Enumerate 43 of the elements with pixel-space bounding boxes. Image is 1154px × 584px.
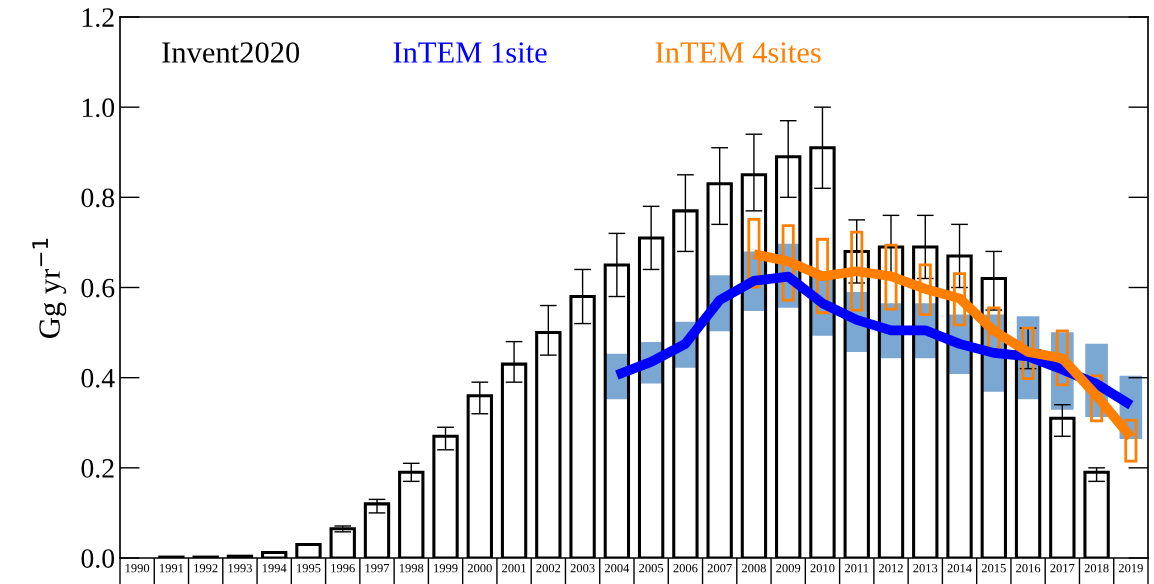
y-tick-label: 1.2 [82,8,114,28]
x-tick-label: 1998 [399,563,424,573]
y-tick-label: 0.6 [81,278,115,298]
x-tick-label: 2002 [536,563,561,573]
x-tick-label: 2011 [845,563,869,573]
x-tick-label: 2017 [1050,563,1075,573]
x-tick-label: 1994 [262,563,287,573]
x-tick-label: 2012 [879,563,903,573]
x-tick-label: 2016 [1016,563,1041,573]
y-tick-label: 0.0 [81,549,115,569]
x-tick-label: 1992 [194,563,218,573]
x-tick-label: 1996 [331,563,355,573]
y-axis-title: Gg yr$^{−1}$ [32,238,67,338]
x-tick-label: 2008 [741,563,766,573]
x-tick-label: 2006 [673,563,698,573]
x-tick-label: 2013 [913,563,938,573]
x-tick-label: 2018 [1084,563,1109,573]
x-tick-label: 2000 [467,563,492,573]
x-tick-label: 2005 [639,563,664,573]
x-tick-label: 2001 [502,563,526,573]
text: Invent2020 [162,42,300,63]
x-tick-label: 2009 [776,563,801,573]
y-tick-label: 0.4 [81,368,115,388]
x-tick-label: 2007 [707,563,732,573]
x-tick-label: 2015 [981,563,1006,573]
x-tick-label: 2014 [947,563,972,573]
x-tick-label: 2019 [1118,563,1143,573]
x-tick-label: 1990 [125,563,150,573]
y-tick-label: 0.2 [81,459,114,478]
y-tick-label: 0.8 [81,188,115,208]
text: InTEM 1site [393,42,547,63]
bar [918,263,932,316]
x-tick-label: 1995 [297,563,321,573]
text: InTEM 4sites [655,42,821,63]
x-tick-label: 2004 [604,563,630,573]
x-tick-label: 1997 [365,563,390,573]
x-tick-label: 1999 [434,563,458,573]
x-tick-label: 1993 [228,563,252,573]
x-tick-label: 1991 [160,563,184,573]
x-tick-label: 2003 [570,563,595,573]
y-tick-label: 1.0 [82,98,115,118]
x-tick-label: 2010 [810,563,835,573]
bar [953,272,967,327]
